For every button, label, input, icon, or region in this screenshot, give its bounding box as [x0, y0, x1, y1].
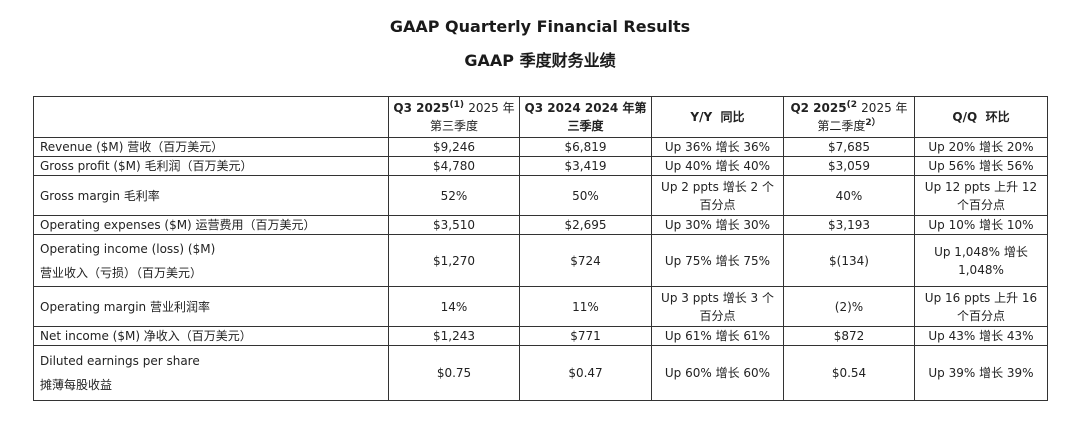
row-label: Revenue ($M) 营收（百万美元） — [33, 137, 389, 157]
cell-q3-2025: 14% — [388, 286, 520, 327]
cell-q3-2025: $1,270 — [388, 234, 520, 287]
cell-q3-2025: $1,243 — [388, 326, 520, 346]
header-q3-2024-cn: 2024 年第三季度 — [567, 101, 647, 133]
cell-yy: Up 75% 增长 75% — [651, 234, 784, 287]
cell-q2-2025: $3,193 — [783, 215, 915, 235]
cell-q3-2025: $0.75 — [388, 345, 520, 401]
cell-qq: Up 20% 增长 20% — [914, 137, 1048, 157]
header-blank — [33, 96, 389, 138]
header-q3-2024: Q3 2024 2024 年第三季度 — [519, 96, 652, 138]
cell-q3-2024: $771 — [519, 326, 652, 346]
cell-q2-2025: $872 — [783, 326, 915, 346]
row-label: Operating income (loss) ($M) — [40, 241, 216, 256]
table-row: Operating margin 营业利润率 14% 11% Up 3 ppts… — [33, 286, 1048, 327]
cell-qq: Up 56% 增长 56% — [914, 156, 1048, 176]
cell-yy: Up 61% 增长 61% — [651, 326, 784, 346]
cell-q3-2024: $2,695 — [519, 215, 652, 235]
cell-q2-2025: (2)% — [783, 286, 915, 327]
cell-q3-2024: $724 — [519, 234, 652, 287]
cell-qq: Up 1,048% 增长 1,048% — [914, 234, 1048, 287]
cell-q3-2025: $9,246 — [388, 137, 520, 157]
cell-yy: Up 36% 增长 36% — [651, 137, 784, 157]
financial-results-table: Q3 2025(1) 2025 年第三季度 Q3 2024 2024 年第三季度… — [33, 96, 1048, 401]
row-label-cell: Operating income (loss) ($M) 营业收入（亏损）（百万… — [33, 234, 389, 287]
header-q2-2025-sup2: 2） — [865, 118, 881, 128]
header-qq: Q/Q 环比 — [914, 96, 1048, 138]
cell-q3-2024: $6,819 — [519, 137, 652, 157]
cell-q2-2025: $0.54 — [783, 345, 915, 401]
cell-q2-2025: $7,685 — [783, 137, 915, 157]
row-label: Net income ($M) 净收入（百万美元） — [33, 326, 389, 346]
header-yy: Y/Y 同比 — [651, 96, 784, 138]
cell-q2-2025: $(134) — [783, 234, 915, 287]
header-q2-2025-sup: (2 — [846, 100, 857, 110]
header-q3-2025: Q3 2025(1) 2025 年第三季度 — [388, 96, 520, 138]
cell-yy: Up 40% 增长 40% — [651, 156, 784, 176]
cell-yy: Up 2 ppts 增长 2 个百分点 — [651, 175, 784, 216]
cell-yy: Up 60% 增长 60% — [651, 345, 784, 401]
header-q2-2025: Q2 2025(2 2025 年第二季度2） — [783, 96, 915, 138]
cell-qq: Up 10% 增长 10% — [914, 215, 1048, 235]
header-row: Q3 2025(1) 2025 年第三季度 Q3 2024 2024 年第三季度… — [33, 96, 1048, 138]
cell-q3-2025: $3,510 — [388, 215, 520, 235]
header-qq-main: Q/Q — [952, 110, 978, 124]
cell-q3-2024: $0.47 — [519, 345, 652, 401]
cell-q3-2025: 52% — [388, 175, 520, 216]
header-q3-2025-sup: (1) — [449, 100, 465, 110]
table-row: Operating income (loss) ($M) 营业收入（亏损）（百万… — [33, 234, 1048, 287]
table-row: Gross margin 毛利率 52% 50% Up 2 ppts 增长 2 … — [33, 175, 1048, 216]
row-label: Gross profit ($M) 毛利润（百万美元） — [33, 156, 389, 176]
header-q2-2025-cn: 2025 年第二季度 — [817, 101, 908, 133]
table-row: Net income ($M) 净收入（百万美元） $1,243 $771 Up… — [33, 326, 1048, 346]
table-row: Revenue ($M) 营收（百万美元） $9,246 $6,819 Up 3… — [33, 137, 1048, 157]
page-title: GAAP Quarterly Financial Results — [389, 17, 691, 36]
header-q3-2025-main: Q3 2025 — [393, 101, 450, 115]
cell-qq: Up 16 ppts 上升 16 个百分点 — [914, 286, 1048, 327]
cell-q3-2025: $4,780 — [388, 156, 520, 176]
cell-yy: Up 3 ppts 增长 3 个百分点 — [651, 286, 784, 327]
cell-q2-2025: $3,059 — [783, 156, 915, 176]
row-label: Gross margin 毛利率 — [33, 175, 389, 216]
row-label: Operating expenses ($M) 运营费用（百万美元） — [33, 215, 389, 235]
cell-qq: Up 39% 增长 39% — [914, 345, 1048, 401]
row-label: Diluted earnings per share — [40, 354, 200, 368]
row-label-cell: Diluted earnings per share 摊薄每股收益 — [33, 345, 389, 401]
table-row: Gross profit ($M) 毛利润（百万美元） $4,780 $3,41… — [33, 156, 1048, 176]
row-label-cn: 营业收入（亏损）（百万美元） — [40, 265, 203, 280]
cell-q3-2024: $3,419 — [519, 156, 652, 176]
header-qq-cn: 环比 — [985, 110, 1010, 124]
cell-q3-2024: 50% — [519, 175, 652, 216]
cell-q2-2025: 40% — [783, 175, 915, 216]
table-row: Operating expenses ($M) 运营费用（百万美元） $3,51… — [33, 215, 1048, 235]
row-label: Operating margin 营业利润率 — [33, 286, 389, 327]
header-yy-cn: 同比 — [720, 110, 745, 124]
header-q3-2025-cn: 2025 年第三季度 — [429, 101, 515, 133]
header-yy-main: Y/Y — [690, 110, 713, 124]
header-q3-2024-main: Q3 2024 — [524, 101, 581, 115]
cell-qq: Up 12 ppts 上升 12 个百分点 — [914, 175, 1048, 216]
page-subtitle-cn: GAAP 季度财务业绩 — [464, 51, 616, 70]
cell-yy: Up 30% 增长 30% — [651, 215, 784, 235]
table-row: Diluted earnings per share 摊薄每股收益 $0.75 … — [33, 345, 1048, 401]
row-label-cn: 摊薄每股收益 — [40, 378, 113, 392]
cell-qq: Up 43% 增长 43% — [914, 326, 1048, 346]
header-q2-2025-main: Q2 2025 — [790, 101, 847, 115]
cell-q3-2024: 11% — [519, 286, 652, 327]
